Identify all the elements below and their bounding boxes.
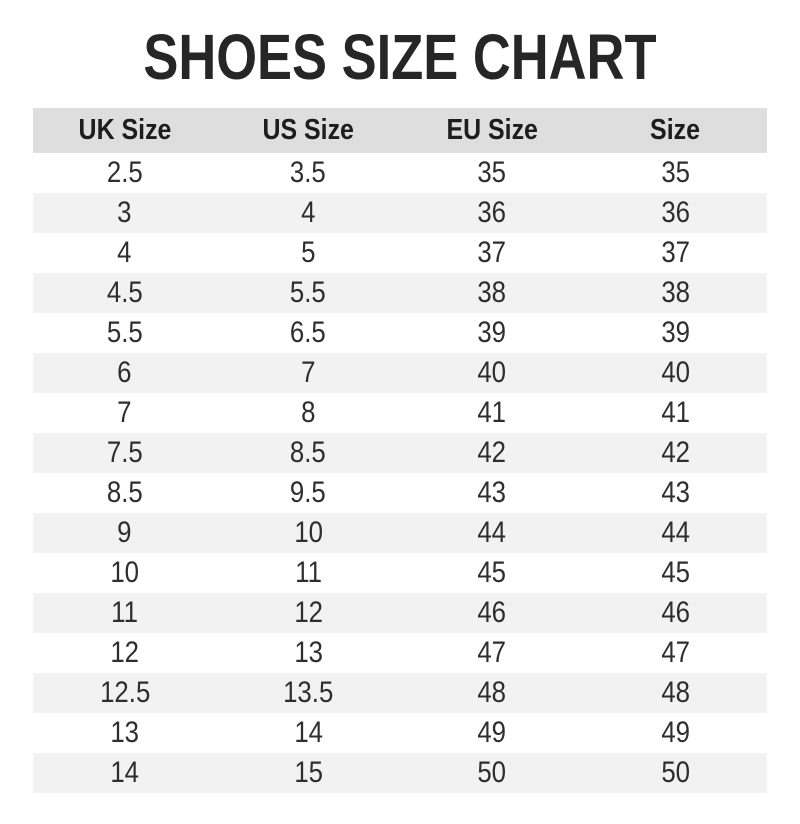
size-cell: 35 (477, 156, 507, 189)
size-cell: 3 (117, 196, 132, 229)
size-cell: 4 (117, 236, 132, 269)
size-cell: 13 (110, 716, 140, 749)
size-cell: 14 (110, 756, 140, 789)
size-cell: 40 (477, 356, 507, 389)
size-cell: 7 (301, 356, 316, 389)
size-cell: 44 (660, 516, 690, 549)
size-cell: 50 (660, 756, 690, 789)
size-cell: 10 (293, 516, 323, 549)
table-row: 4.5 5.5 38 38 (33, 273, 767, 313)
size-cell: 12 (110, 636, 140, 669)
table-row: 2.5 3.5 35 35 (33, 153, 767, 193)
size-cell: 3.5 (290, 156, 327, 189)
column-header-eu-size: EU Size (400, 108, 584, 153)
page-title: SHOES SIZE CHART (0, 24, 800, 90)
size-cell: 12 (293, 596, 323, 629)
size-chart-table-container: UK Size US Size EU Size Size 2.5 3.5 35 35 3… (33, 108, 767, 793)
size-cell: 46 (660, 596, 690, 629)
size-chart-table: UK Size US Size EU Size Size 2.5 3.5 35 35 3… (33, 108, 767, 793)
size-cell: 36 (660, 196, 690, 229)
size-cell: 39 (660, 316, 690, 349)
size-cell: 6 (117, 356, 132, 389)
size-cell: 44 (477, 516, 507, 549)
size-cell: 11 (294, 556, 322, 589)
table-header-row: UK Size US Size EU Size Size (33, 108, 767, 153)
table-row: 13 14 49 49 (33, 713, 767, 753)
table-row: 14 15 50 50 (33, 753, 767, 793)
size-cell: 50 (477, 756, 507, 789)
size-cell: 4.5 (106, 276, 143, 309)
table-row: 9 10 44 44 (33, 513, 767, 553)
size-cell: 9.5 (290, 476, 327, 509)
column-header-uk-size: UK Size (33, 108, 217, 153)
size-cell: 5.5 (290, 276, 327, 309)
size-cell: 37 (660, 236, 690, 269)
table-row: 10 11 45 45 (33, 553, 767, 593)
size-cell: 42 (477, 436, 507, 469)
size-cell: 41 (660, 396, 690, 429)
size-cell: 7 (117, 396, 132, 429)
table-row: 12 13 47 47 (33, 633, 767, 673)
table-row: 5.5 6.5 39 39 (33, 313, 767, 353)
size-cell: 5.5 (106, 316, 143, 349)
size-cell: 36 (477, 196, 507, 229)
size-cell: 2.5 (106, 156, 143, 189)
table-row: 4 5 37 37 (33, 233, 767, 273)
size-cell: 35 (660, 156, 690, 189)
table-row: 7.5 8.5 42 42 (33, 433, 767, 473)
size-cell: 47 (477, 636, 507, 669)
size-cell: 45 (477, 556, 507, 589)
size-cell: 13.5 (283, 676, 334, 709)
size-cell: 41 (477, 396, 507, 429)
table-row: 12.5 13.5 48 48 (33, 673, 767, 713)
size-cell: 7.5 (106, 436, 143, 469)
size-cell: 13 (293, 636, 323, 669)
size-cell: 12.5 (99, 676, 150, 709)
size-cell: 43 (477, 476, 507, 509)
table-row: 6 7 40 40 (33, 353, 767, 393)
column-header-size: Size (583, 108, 767, 153)
size-cell: 10 (110, 556, 140, 589)
size-cell: 43 (660, 476, 690, 509)
size-cell: 5 (301, 236, 316, 269)
table-row: 3 4 36 36 (33, 193, 767, 233)
size-cell: 9 (117, 516, 132, 549)
size-cell: 39 (477, 316, 507, 349)
size-cell: 6.5 (290, 316, 327, 349)
size-cell: 8.5 (106, 476, 143, 509)
column-header-us-size: US Size (216, 108, 400, 153)
size-cell: 42 (660, 436, 690, 469)
size-table-body: 2.5 3.5 35 35 3 4 36 36 4 5 37 37 4.5 5.5 38 38 5.5 6.5 39… (33, 153, 767, 793)
size-cell: 48 (660, 676, 690, 709)
size-cell: 4 (301, 196, 316, 229)
size-cell: 49 (660, 716, 690, 749)
table-header: UK Size US Size EU Size Size (33, 108, 767, 153)
size-cell: 15 (293, 756, 323, 789)
table-row: 7 8 41 41 (33, 393, 767, 433)
size-cell: 11 (111, 596, 139, 629)
table-row: 11 12 46 46 (33, 593, 767, 633)
size-cell: 40 (660, 356, 690, 389)
size-cell: 38 (660, 276, 690, 309)
size-cell: 37 (477, 236, 507, 269)
size-cell: 49 (477, 716, 507, 749)
size-chart-page: SHOES SIZE CHART UK Size US Size EU Size… (0, 24, 800, 793)
size-cell: 47 (660, 636, 690, 669)
size-cell: 45 (660, 556, 690, 589)
size-cell: 8.5 (290, 436, 327, 469)
page-title-text: SHOES SIZE CHART (143, 21, 657, 93)
size-cell: 38 (477, 276, 507, 309)
table-row: 8.5 9.5 43 43 (33, 473, 767, 513)
size-cell: 14 (293, 716, 323, 749)
size-cell: 46 (477, 596, 507, 629)
size-cell: 8 (301, 396, 316, 429)
size-cell: 48 (477, 676, 507, 709)
